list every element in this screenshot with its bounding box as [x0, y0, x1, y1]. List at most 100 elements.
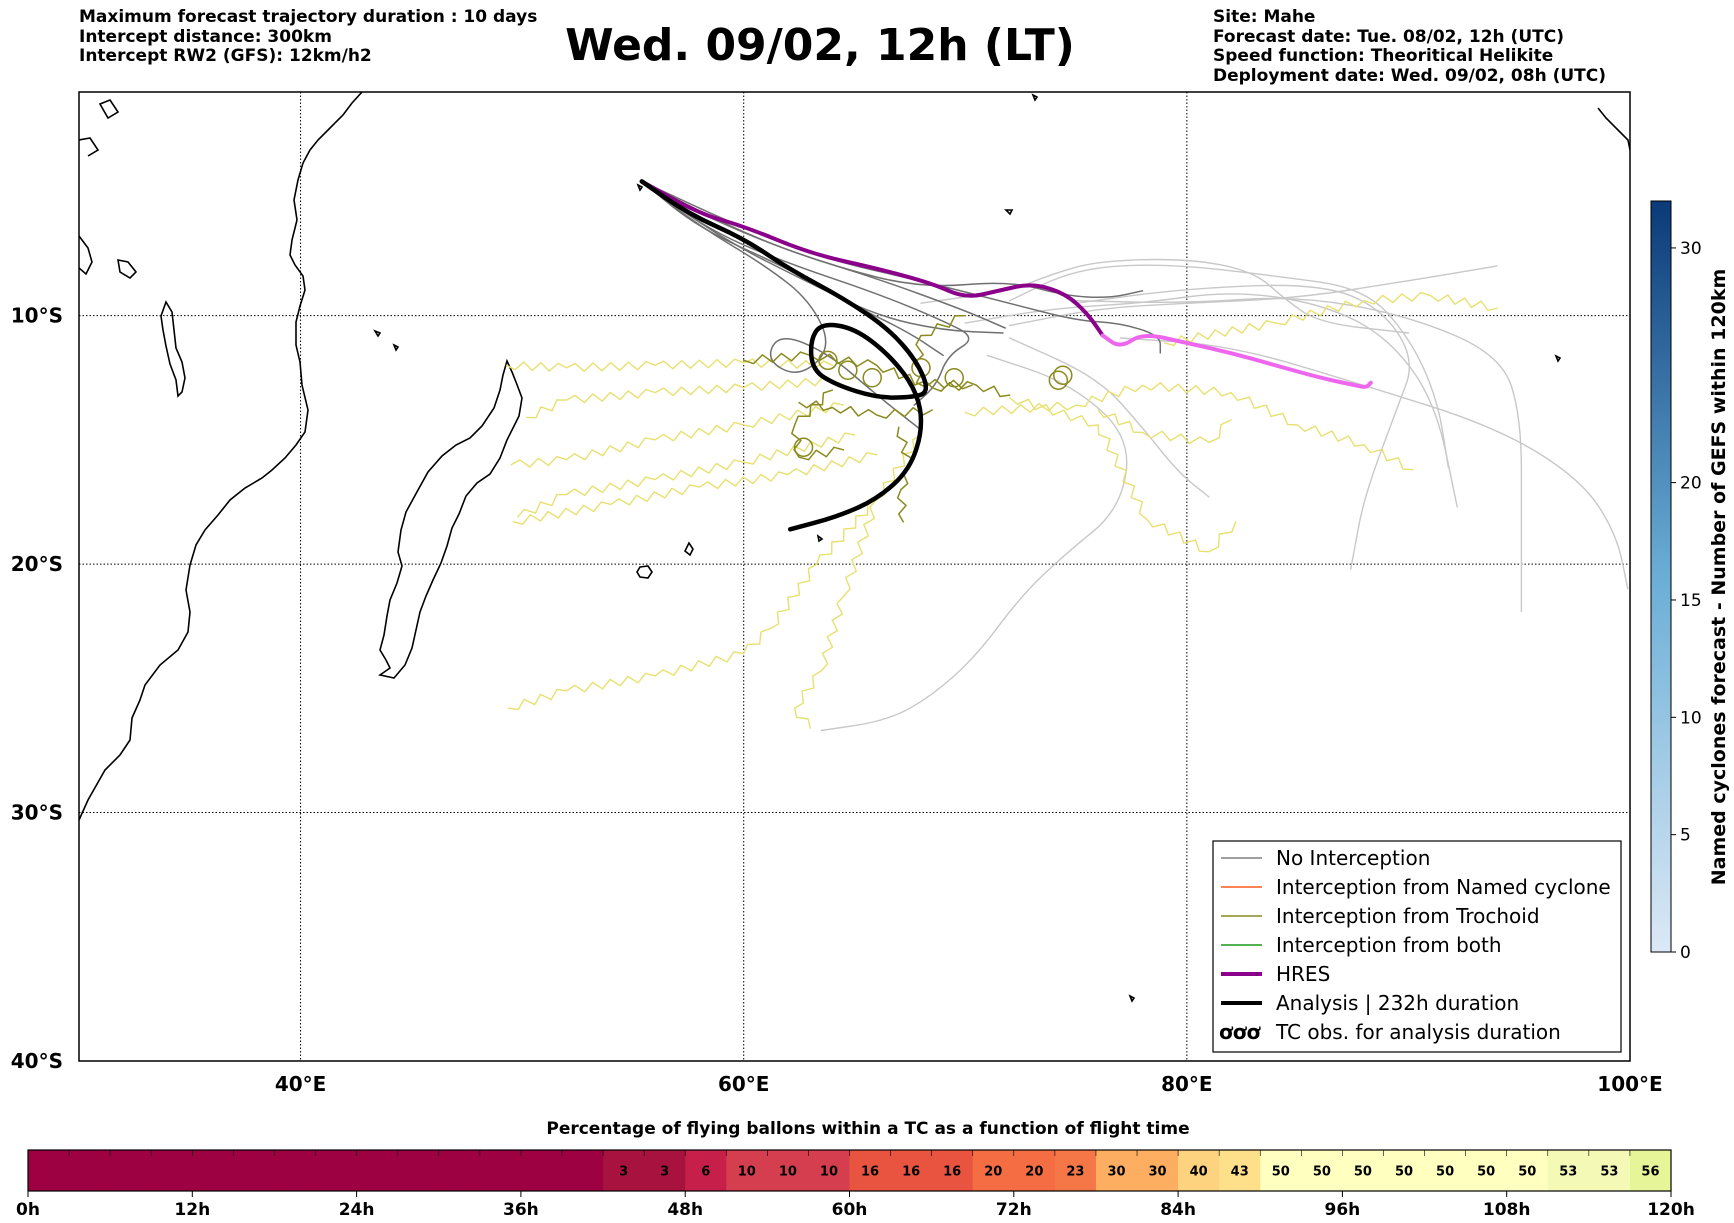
tc-obs-loop: [1053, 365, 1073, 385]
comoros2-coastline: [392, 343, 400, 352]
legend-label: Interception from Named cyclone: [1276, 875, 1611, 899]
colorbar-tick-label: 15: [1680, 591, 1702, 611]
map-area: 10°S 20°S 30°S 40°S 40°E 60°E 80°E 100°E No In…: [11, 91, 1663, 1096]
chagos-coastline: [1004, 209, 1014, 216]
heatmap-value-label: 30: [1107, 1165, 1125, 1180]
colorbar-tick-label: 20: [1680, 474, 1702, 494]
gefs-trajectory-yellow: [964, 382, 1414, 471]
speed-function-text: Speed function: Theoritical Helikite: [1213, 46, 1554, 66]
chart-title: Wed. 09/02, 12h (LT): [565, 20, 1075, 71]
heatmap-cell: [1588, 1150, 1631, 1191]
heatmap-cell: [726, 1150, 768, 1191]
mauritius-coastline: [683, 541, 694, 557]
heatmap-cell: [1301, 1150, 1343, 1191]
heatmap-value-label: 10: [738, 1165, 756, 1180]
lat-tick-label: 10°S: [11, 304, 63, 328]
gefs-trajectory-yellow: [510, 402, 845, 468]
forecast-parameters: Maximum forecast trajectory duration : 1…: [79, 7, 537, 67]
hres-track-extension: [1100, 333, 1373, 389]
heatmap-value-label: 10: [779, 1165, 797, 1180]
colorbar-tick-label: 0: [1680, 943, 1691, 963]
heatmap-cell: [561, 1150, 604, 1191]
heatmap-title: Percentage of flying ballons within a TC…: [546, 1119, 1189, 1139]
heatmap-value-label: 50: [1313, 1165, 1331, 1180]
forecast-date-text: Forecast date: Tue. 08/02, 12h (UTC): [1213, 26, 1564, 47]
heatmap-value-label: 40: [1190, 1165, 1208, 1180]
heatmap-cell: [356, 1150, 399, 1191]
heatmap-cell: [1054, 1150, 1097, 1191]
heatmap-cell: [808, 1150, 850, 1191]
heatmap-axis-label: 60h: [832, 1200, 868, 1220]
lat-tick-label: 30°S: [11, 801, 63, 825]
heatmap-axis-label: 108h: [1483, 1200, 1531, 1220]
legend-label: Interception from Trochoid: [1276, 904, 1540, 928]
heatmap-cell: [28, 1150, 70, 1191]
amsterdam-coastline: [1128, 994, 1136, 1003]
heatmap-value-label: 30: [1149, 1165, 1167, 1180]
heatmap-cell: [1260, 1150, 1302, 1191]
heatmap-cell: [1137, 1150, 1179, 1191]
gefs-trajectory-yellow: [1164, 291, 1498, 347]
lon-tick-label: 60°E: [718, 1072, 770, 1096]
heatmap-cell: [1424, 1150, 1467, 1191]
heatmap-value-label: 6: [701, 1165, 710, 1180]
heatmap-value-label: 53: [1559, 1165, 1577, 1180]
legend-box: [1212, 840, 1622, 1053]
heatmap-value-label: 16: [861, 1165, 879, 1180]
intercept-distance-text: Intercept distance: 300km: [79, 26, 332, 47]
latitude-labels: 10°S 20°S 30°S 40°S: [11, 304, 63, 1073]
lon-tick-label: 100°E: [1597, 1072, 1662, 1096]
seychelles-coastline: [636, 183, 644, 192]
tc-obs-loop: [818, 350, 838, 371]
heatmap-value-label: 50: [1272, 1165, 1290, 1180]
gefs-yellow-trajectories: [505, 291, 1498, 729]
heatmap-cell: [1095, 1150, 1138, 1191]
longitude-labels: 40°E 60°E 80°E 100°E: [275, 1072, 1663, 1096]
colorbar-tick-label: 30: [1680, 239, 1702, 259]
heatmap-value-label: 3: [619, 1165, 628, 1180]
gefs-trajectory-light: [1008, 265, 1498, 327]
gefs-trajectory-light: [1008, 337, 1210, 498]
coastlines: [79, 92, 1630, 1003]
heatmap-cell: [315, 1150, 358, 1191]
legend-label: Interception from both: [1276, 933, 1502, 957]
tc-obs-loop: [944, 367, 964, 388]
heatmap-cell: [397, 1150, 440, 1191]
heatmap-cell: [1465, 1150, 1508, 1191]
heatmap-axis-label: 48h: [667, 1200, 703, 1220]
heatmap-value-label: 20: [1025, 1165, 1043, 1180]
heatmap-value-label: 53: [1600, 1165, 1618, 1180]
intercept-rw2-text: Intercept RW2 (GFS): 12km/h2: [79, 46, 372, 66]
heatmap-axis-label: 96h: [1325, 1200, 1361, 1220]
heatmap-value-label: 50: [1518, 1165, 1536, 1180]
legend-label: Analysis | 232h duration: [1276, 991, 1519, 1015]
map-frame: [78, 91, 1631, 1062]
heatmap-cells: 3 3 6 10 10 10 16 16 16 20 20 23 30 30 40 43 50 50 50 50 50 5…: [27, 1150, 1672, 1191]
heatmap-cell: [890, 1150, 933, 1191]
gefs-trajectory-yellow: [1008, 396, 1237, 553]
gefs-trajectory-no-interception: [641, 180, 970, 406]
lon-tick-label: 40°E: [275, 1072, 327, 1096]
heatmap-cell: [972, 1150, 1015, 1191]
heatmap-cell: [110, 1150, 152, 1191]
hres-trajectory: [639, 179, 1373, 389]
africa-coastline: [79, 92, 363, 821]
heatmap-axis-label: 84h: [1160, 1200, 1196, 1220]
legend-label: No Interception: [1276, 846, 1430, 870]
heatmap-cell: [1506, 1150, 1549, 1191]
reunion-coastline: [636, 565, 653, 579]
cocos-coastline: [1554, 354, 1562, 363]
gefs-trajectory-no-interception: [641, 180, 922, 431]
heatmap-cell: [1013, 1150, 1056, 1191]
heatmap-value-label: 50: [1477, 1165, 1495, 1180]
heatmap-axis-label: 12h: [174, 1200, 210, 1220]
heatmap-value-label: 16: [943, 1165, 961, 1180]
heatmap-ticks: 0h 12h 24h 36h 48h 60h 72h 84h 96h 108h 120h: [16, 1191, 1695, 1220]
maldives-coastline: [1031, 93, 1039, 102]
rodrigues-coastline: [816, 534, 824, 543]
heatmap-value-label: 43: [1231, 1165, 1249, 1180]
kenya-coast-islands: [98, 99, 120, 120]
colorbar-tick-label: 5: [1680, 826, 1691, 846]
gefs-trajectory-yellow: [794, 498, 878, 729]
heatmap-cell: [479, 1150, 522, 1191]
